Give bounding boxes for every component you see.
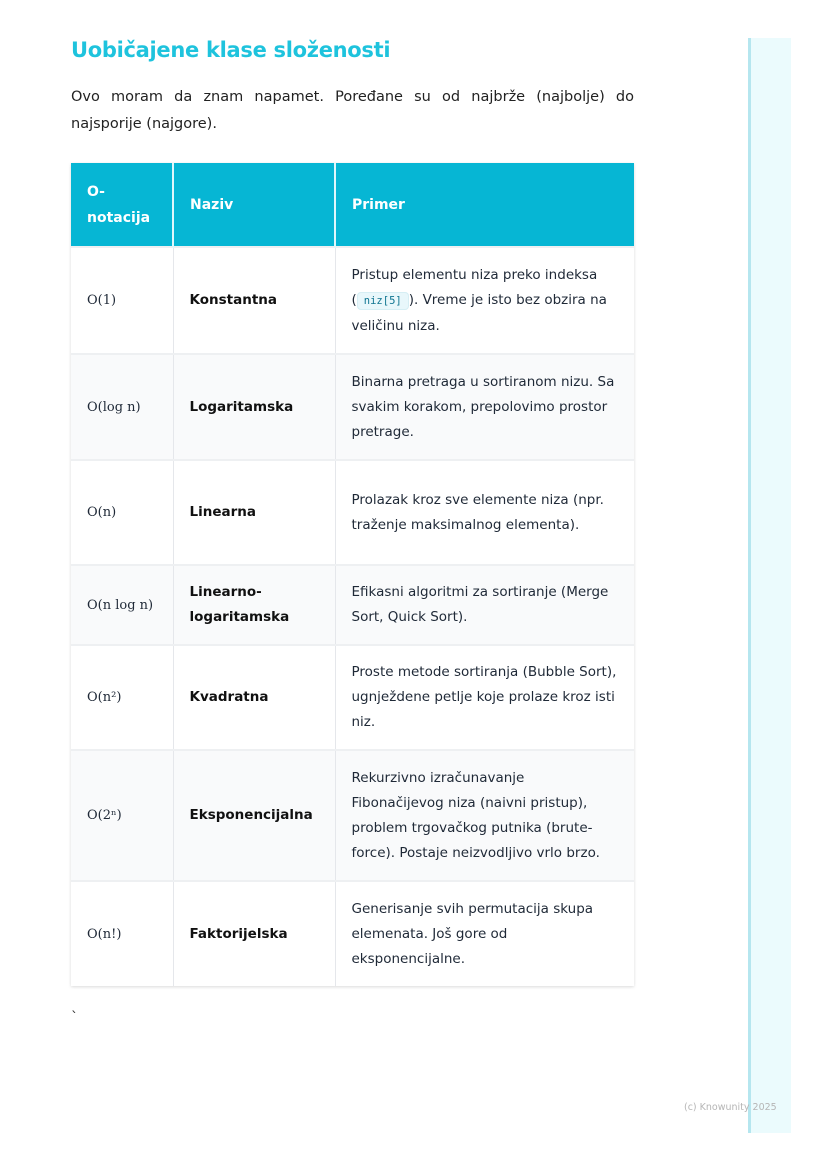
name-cell: Kvadratna bbox=[173, 644, 336, 750]
complexity-table: O-notacija Naziv Primer O(1) Konstantna Pr… bbox=[71, 163, 634, 986]
example-text: Binarna pretraga u sortiranom nizu. Sa s… bbox=[351, 373, 615, 440]
table-row: O(1) Konstantna Pristup elementu niza prek… bbox=[71, 246, 634, 354]
example-text: Rekurzivno izračunavanje Fibonačijevog n… bbox=[351, 769, 600, 861]
example-cell: Rekurzivno izračunavanje Fibonačijevog n… bbox=[335, 749, 634, 881]
example-cell: Pristup elementu niza preko indeksa (niz… bbox=[335, 246, 634, 354]
header-example: Primer bbox=[335, 163, 634, 247]
notation-cell: O(n log n) bbox=[71, 564, 174, 645]
example-text: Prolazak kroz sve elemente niza (npr. tr… bbox=[351, 491, 604, 533]
example-text: Pristup elementu niza preko indeksa ( bbox=[351, 266, 598, 308]
header-notation: O-notacija bbox=[71, 163, 174, 247]
header-name: Naziv bbox=[173, 163, 336, 247]
example-cell: Proste metode sortiranja (Bubble Sort), … bbox=[335, 644, 634, 750]
example-text: Proste metode sortiranja (Bubble Sort), … bbox=[351, 664, 617, 730]
notation-cell: O(n²) bbox=[71, 644, 174, 750]
example-cell: Efikasni algoritmi za sortiranje (Merge … bbox=[335, 564, 634, 645]
example-cell: Binarna pretraga u sortiranom nizu. Sa s… bbox=[335, 353, 634, 460]
example-text: Generisanje svih permutacija skupa eleme… bbox=[351, 900, 594, 967]
table-row: O(n log n) Linearno-logaritamska Efikasni … bbox=[71, 564, 634, 645]
page-title: Uobičajene klase složenosti bbox=[71, 38, 391, 62]
table-row: O(2ⁿ) Eksponencijalna Rekurzivno izračunav… bbox=[71, 749, 634, 881]
name-cell: Konstantna bbox=[173, 246, 336, 354]
notation-cell: O(n) bbox=[71, 459, 174, 565]
intro-text: Ovo moram da znam napamet. Poređane su o… bbox=[71, 89, 634, 132]
name-cell: Faktorijelska bbox=[173, 880, 336, 986]
table-row: O(n!) Faktorijelska Generisanje svih permu… bbox=[71, 880, 634, 986]
name-cell: Linearna bbox=[173, 459, 336, 565]
name-cell: Eksponencijalna bbox=[173, 749, 336, 881]
notation-cell: O(2ⁿ) bbox=[71, 749, 174, 881]
footer-copyright: (c) Knowunity 2025 bbox=[684, 1102, 777, 1113]
notation-cell: O(n!) bbox=[71, 880, 174, 986]
table-row: O(n²) Kvadratna Proste metode sortiranja (… bbox=[71, 644, 634, 750]
notation-cell: O(log n) bbox=[71, 353, 174, 460]
example-cell: Prolazak kroz sve elemente niza (npr. tr… bbox=[335, 459, 634, 565]
table-row: O(n) Linearna Prolazak kroz sve elemente n… bbox=[71, 459, 634, 565]
name-cell: Logaritamska bbox=[173, 353, 336, 460]
table-row: O(log n) Logaritamska Binarna pretraga u s… bbox=[71, 353, 634, 460]
stray-backtick: ` bbox=[71, 1010, 78, 1026]
example-text: Efikasni algoritmi za sortiranje (Merge … bbox=[351, 584, 609, 625]
name-cell: Linearno-logaritamska bbox=[173, 564, 336, 645]
notation-cell: O(1) bbox=[71, 246, 174, 354]
inline-code: niz[5] bbox=[356, 291, 409, 310]
side-panel bbox=[748, 38, 791, 1133]
example-text-cont: ). Vreme je isto bez obzira na veličinu … bbox=[351, 291, 607, 334]
example-cell: Generisanje svih permutacija skupa eleme… bbox=[335, 880, 634, 986]
